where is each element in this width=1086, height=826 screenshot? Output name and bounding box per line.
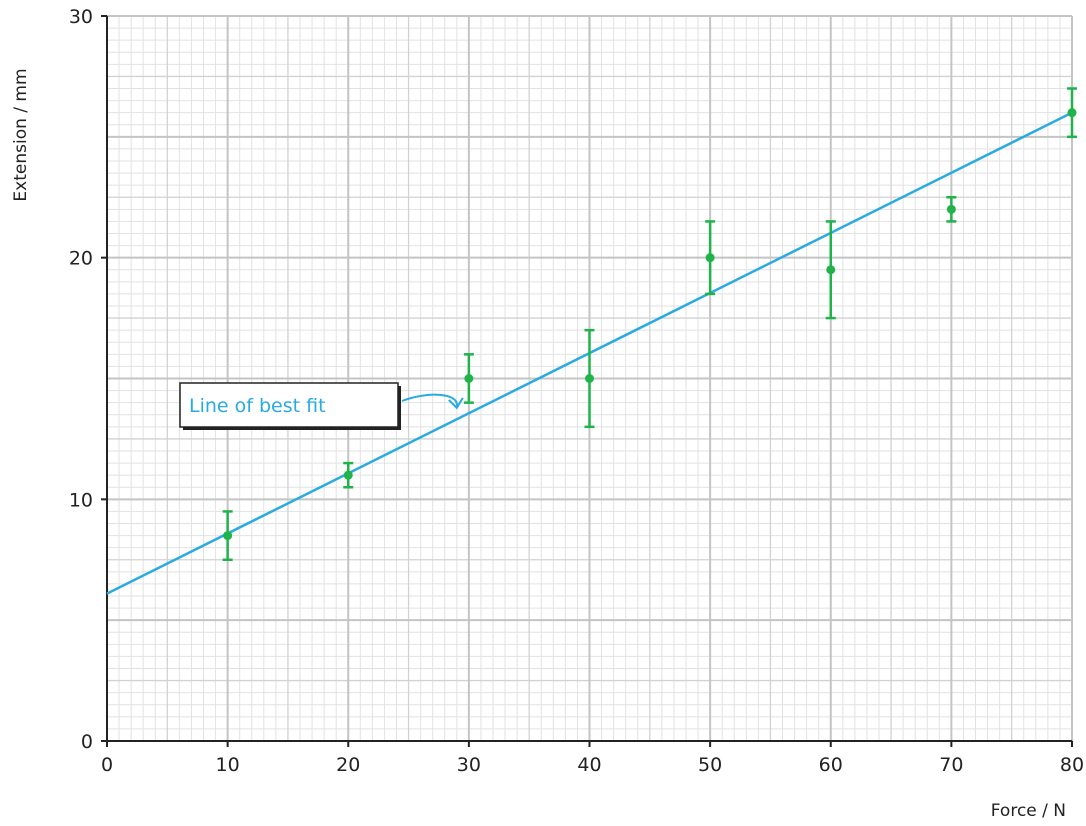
x-tick-label: 50 [698,754,722,776]
x-tick-label: 10 [216,754,240,776]
y-tick-label: 20 [69,248,93,270]
annotation-box [179,382,399,428]
x-axis-title: Force / N [991,801,1066,821]
x-tick-label: 0 [101,754,113,776]
data-point [705,253,715,263]
x-tick-label: 70 [939,754,963,776]
y-tick-label: 10 [69,489,93,511]
x-tick-label: 20 [336,754,360,776]
data-points [222,87,1077,561]
data-point [826,265,836,275]
data-point [946,204,956,214]
annotation-label: Line of best fit [189,395,326,417]
x-tick-label: 40 [577,754,601,776]
data-point [464,374,474,383]
data-point [585,374,594,383]
y-tick-label: 0 [81,731,93,753]
x-tick-labels: 0 10 20 30 40 50 60 70 80 [101,741,1084,776]
y-tick-labels: 0 10 20 30 [69,6,107,753]
data-point [343,470,353,480]
x-tick-label: 30 [457,754,481,776]
data-point [223,531,233,541]
data-point [1067,108,1077,118]
x-tick-label: 60 [819,754,843,776]
y-tick-label: 30 [69,6,93,28]
y-axis-title: Extension / mm [11,68,31,201]
annotation-arrow [401,393,458,407]
x-tick-label: 80 [1060,754,1084,776]
annotation-arrowhead [448,397,464,410]
best-fit-annotation: Line of best fit [179,382,464,430]
